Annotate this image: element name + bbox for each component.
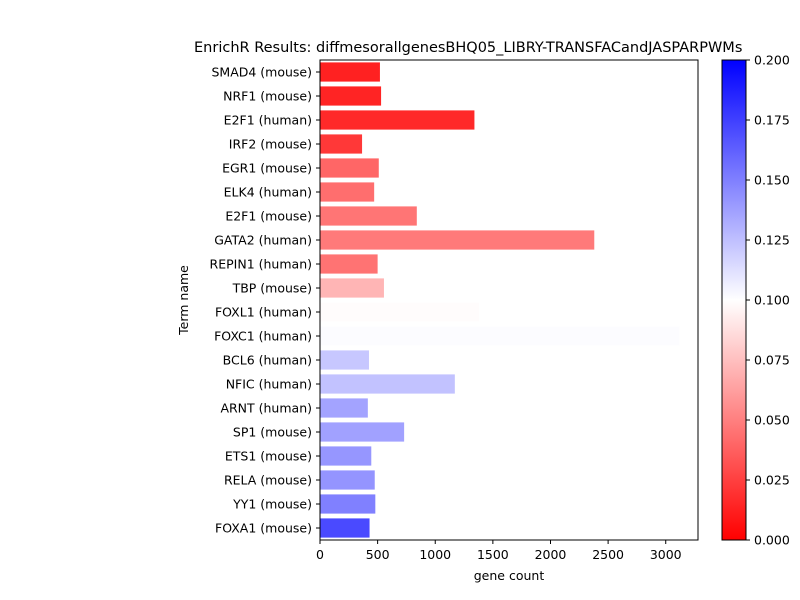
bar — [320, 158, 379, 178]
colorbar-tick-label: 0.200 — [754, 53, 790, 68]
chart-title: EnrichR Results: diffmesorallgenesBHQ05_… — [194, 40, 742, 56]
colorbar-tick-label: 0.100 — [754, 293, 790, 308]
bar — [320, 326, 680, 346]
y-tick-label: TBP (mouse) — [232, 281, 312, 296]
plot-frame — [319, 59, 699, 541]
y-tick-label: NFIC (human) — [226, 377, 312, 392]
y-tick-label: FOXL1 (human) — [215, 305, 312, 320]
x-tick-label: 1000 — [419, 547, 451, 562]
bar — [320, 62, 380, 82]
x-axis-ticks: 0 500 1000 1500 2000 2500 3000 — [316, 540, 682, 562]
y-tick-label: FOXA1 (mouse) — [215, 521, 312, 536]
y-tick-label: YY1 (mouse) — [232, 497, 312, 512]
bar — [320, 110, 475, 130]
y-tick-label: ETS1 (mouse) — [225, 449, 312, 464]
x-axis-label: gene count — [474, 568, 545, 583]
y-tick-label: SP1 (mouse) — [233, 425, 312, 440]
bar — [320, 494, 376, 514]
y-tick-label: RELA (mouse) — [224, 473, 312, 488]
bar — [320, 446, 372, 466]
bars-group — [320, 62, 680, 538]
x-tick-label: 2500 — [592, 547, 624, 562]
bar — [320, 206, 417, 226]
bar — [320, 374, 455, 394]
colorbar-tick-label: 0.000 — [754, 533, 790, 548]
y-tick-label: EGR1 (mouse) — [222, 161, 312, 176]
bar — [320, 302, 480, 322]
colorbar-tick-label: 0.175 — [754, 113, 790, 128]
y-tick-label: SMAD4 (mouse) — [211, 65, 312, 80]
y-tick-label: BCL6 (human) — [223, 353, 312, 368]
bar — [320, 86, 382, 106]
y-tick-label: E2F1 (mouse) — [225, 209, 312, 224]
bar — [320, 134, 363, 154]
bar — [320, 350, 369, 370]
x-tick-label: 2000 — [535, 547, 567, 562]
y-tick-labels: SMAD4 (mouse) NRF1 (mouse) E2F1 (human) IRF… — [210, 65, 320, 536]
y-tick-label: ARNT (human) — [220, 401, 312, 416]
colorbar — [721, 59, 747, 541]
bar — [320, 398, 368, 418]
bar — [320, 518, 370, 538]
x-tick-label: 0 — [316, 547, 324, 562]
colorbar-ticks: 0.000 0.025 0.050 0.075 0.100 0.125 0.150 0.175… — [746, 53, 790, 548]
bar — [320, 230, 595, 250]
x-tick-label: 500 — [366, 547, 390, 562]
y-tick-label: NRF1 (mouse) — [223, 89, 312, 104]
bar — [320, 422, 405, 442]
x-tick-label: 1500 — [477, 547, 509, 562]
y-tick-label: REPIN1 (human) — [210, 257, 312, 272]
bar — [320, 182, 375, 202]
bar — [320, 278, 384, 298]
colorbar-tick-label: 0.050 — [754, 413, 790, 428]
y-tick-label: FOXC1 (human) — [214, 329, 312, 344]
y-tick-label: E2F1 (human) — [224, 113, 312, 128]
colorbar-tick-label: 0.025 — [754, 473, 790, 488]
bar — [320, 254, 378, 274]
colorbar-tick-label: 0.150 — [754, 173, 790, 188]
y-tick-label: GATA2 (human) — [214, 233, 312, 248]
colorbar-tick-label: 0.125 — [754, 233, 790, 248]
bar — [320, 470, 375, 490]
y-tick-label: IRF2 (mouse) — [229, 137, 312, 152]
y-tick-label: ELK4 (human) — [224, 185, 312, 200]
y-axis-label: Term name — [176, 265, 191, 336]
colorbar-tick-label: 0.075 — [754, 353, 790, 368]
x-tick-label: 3000 — [650, 547, 682, 562]
